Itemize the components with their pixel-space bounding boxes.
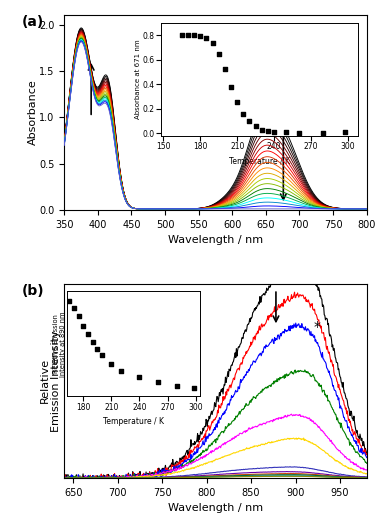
Y-axis label: Absorbance: Absorbance [28, 80, 38, 145]
Text: *: * [313, 320, 320, 334]
X-axis label: Wavelength / nm: Wavelength / nm [168, 503, 263, 513]
Y-axis label: Relative
Emission Intensity: Relative Emission Intensity [40, 330, 62, 432]
Text: (a): (a) [22, 15, 44, 29]
X-axis label: Wavelength / nm: Wavelength / nm [168, 235, 263, 245]
Text: (b): (b) [22, 284, 45, 298]
